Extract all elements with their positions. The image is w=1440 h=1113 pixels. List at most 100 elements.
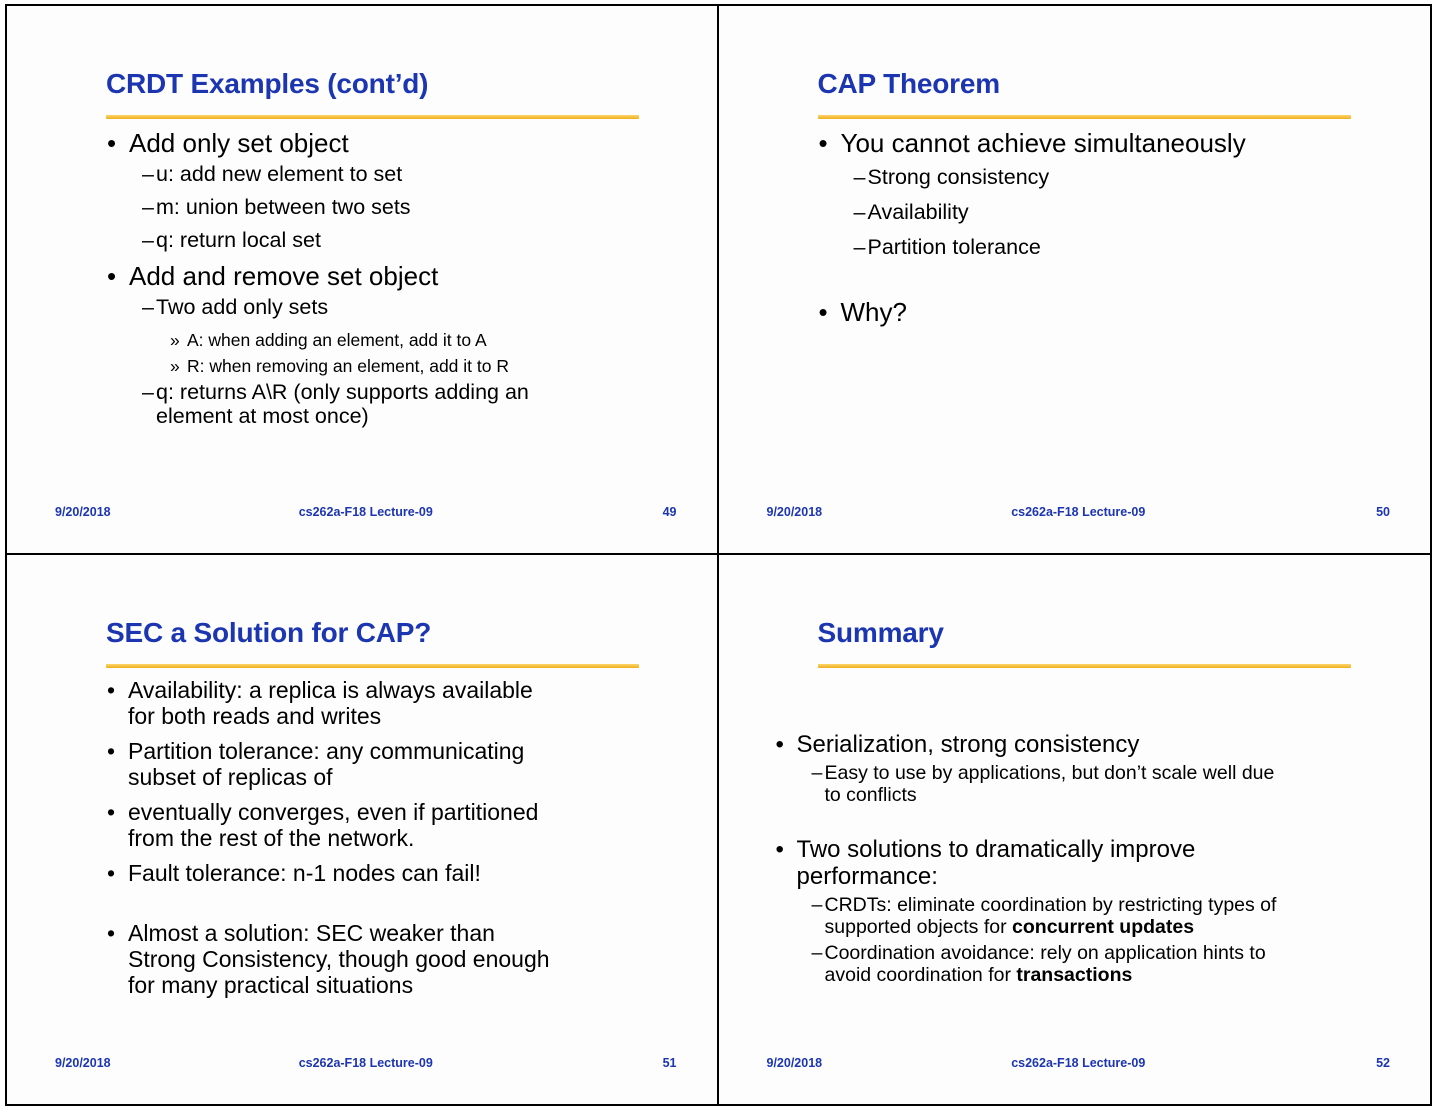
- bullet-text: Add only set object: [129, 128, 349, 158]
- bullet-text-regular: Coordination avoidance: rely on applicat…: [824, 942, 1266, 986]
- bullet-text: Easy to use by applications, but don’t s…: [824, 762, 1275, 806]
- dash-marker: –: [142, 380, 154, 404]
- bullet-marker: •: [107, 128, 117, 158]
- footer-date: 9/20/2018: [766, 1056, 823, 1070]
- bullet-text: Two solutions to dramatically improve pe…: [796, 836, 1196, 890]
- bullet-text: R: when removing an element, add it to R: [187, 356, 509, 376]
- dash-marker: –: [811, 762, 823, 784]
- bullet-text: Two add only sets: [156, 295, 329, 319]
- bullet-text: Availability: a replica is always availa…: [128, 677, 533, 729]
- page-title: Summary: [817, 617, 944, 648]
- bullet-text-regular: CRDTs: eliminate coordination by restric…: [824, 894, 1277, 938]
- bullet-item: • Add and remove set object: [107, 261, 711, 291]
- bullet-item: – Coordination avoidance: rely on applica…: [812, 942, 1425, 986]
- bullet-text: Fault tolerance: n-1 nodes can fail!: [128, 860, 481, 886]
- footer-course: cs262a-F18 Lecture-09: [298, 505, 433, 519]
- page-title: CRDT Examples (cont’d): [106, 68, 429, 99]
- chevron-marker: »: [170, 330, 180, 350]
- bullet-marker: •: [107, 860, 116, 886]
- footer-page-number: 50: [1376, 505, 1390, 519]
- dash-marker: –: [853, 235, 866, 259]
- bullet-text-bold: concurrent updates: [1012, 915, 1195, 938]
- bullet-item: – m: union between two sets: [142, 195, 711, 219]
- slide-footer: 9/20/2018 cs262a-F18 Lecture-09 49: [55, 505, 677, 521]
- bullet-item: • Almost a solution: SEC weaker than Stro…: [107, 920, 711, 998]
- title-underline: [817, 664, 1351, 668]
- bullet-text: CRDTs: eliminate coordination by restric…: [824, 894, 1277, 938]
- bullet-text: Serialization, strong consistency: [796, 731, 1140, 758]
- footer-course: cs262a-F18 Lecture-09: [1011, 505, 1146, 519]
- slide-footer: 9/20/2018 cs262a-F18 Lecture-09 52: [767, 1056, 1391, 1072]
- footer-course: cs262a-F18 Lecture-09: [1011, 1056, 1146, 1070]
- footer-page-number: 51: [662, 1056, 677, 1070]
- bullet-marker: •: [107, 920, 116, 946]
- bullet-item: • You cannot achieve simultaneously: [819, 128, 1425, 158]
- slide-50: CAP Theorem • You cannot achieve simultan…: [718, 6, 1430, 555]
- bullet-text: Add and remove set object: [129, 261, 439, 291]
- footer-date: 9/20/2018: [766, 505, 823, 519]
- bullet-text: u: add new element to set: [156, 162, 403, 186]
- bullet-item: • Why?: [819, 297, 1425, 327]
- bullet-text: Coordination avoidance: rely on applicat…: [824, 942, 1266, 986]
- bullet-item: • Serialization, strong consistency: [776, 731, 1425, 758]
- footer-date: 9/20/2018: [55, 505, 111, 519]
- bullet-text: You cannot achieve simultaneously: [840, 128, 1246, 158]
- bullet-item: – Strong consistency: [854, 165, 1425, 189]
- bullet-item: • Partition tolerance: any communicating …: [107, 738, 711, 790]
- bullet-item: » A: when adding an element, add it to A: [170, 328, 711, 352]
- footer-page-number: 52: [1376, 1056, 1390, 1070]
- bullet-item: • Two solutions to dramatically improve p…: [776, 836, 1425, 890]
- bullet-text-bold: transactions: [1016, 963, 1133, 986]
- bullet-item: – q: return local set: [142, 228, 711, 252]
- bullet-text: Partition tolerance: any communicating s…: [128, 738, 525, 790]
- bullet-marker: •: [107, 261, 117, 291]
- bullet-text: q: returns A\R (only supports adding an …: [156, 380, 529, 428]
- chevron-marker: »: [170, 356, 180, 376]
- slide-body: • Serialization, strong consistency – Easy…: [719, 731, 1425, 991]
- title-underline: [106, 664, 639, 668]
- slide-body: • Add only set object – u: add new element…: [7, 128, 711, 437]
- bullet-marker: •: [818, 128, 828, 158]
- dash-marker: –: [853, 165, 866, 189]
- bullet-item: – Availability: [854, 200, 1425, 224]
- bullet-item: • eventually converges, even if partition…: [107, 799, 711, 851]
- dash-marker: –: [142, 195, 154, 219]
- dash-marker: –: [142, 228, 154, 252]
- slide-grid: CRDT Examples (cont’d) • Add only set obj…: [5, 4, 1432, 1106]
- slide-footer: 9/20/2018 cs262a-F18 Lecture-09 50: [767, 505, 1391, 521]
- bullet-marker: •: [775, 731, 784, 758]
- bullet-item: • Fault tolerance: n-1 nodes can fail!: [107, 860, 711, 886]
- bullet-text: Why?: [840, 297, 907, 327]
- bullet-item: • Add only set object: [107, 128, 711, 158]
- bullet-text: eventually converges, even if partitione…: [128, 799, 539, 851]
- bullet-text: A: when adding an element, add it to A: [187, 330, 487, 350]
- bullet-item: – Two add only sets: [142, 295, 711, 319]
- bullet-marker: •: [107, 677, 116, 703]
- slide-body: • Availability: a replica is always avail…: [7, 677, 711, 1007]
- slide-body: • You cannot achieve simultaneously – Stro…: [719, 128, 1425, 334]
- slide-51: SEC a Solution for CAP? • Availability: a…: [7, 555, 719, 1104]
- bullet-item: – Partition tolerance: [854, 235, 1425, 259]
- bullet-marker: •: [107, 738, 116, 764]
- title-underline: [106, 115, 639, 119]
- bullet-item: – Easy to use by applications, but don’t …: [811, 762, 1425, 806]
- bullet-text: q: return local set: [156, 228, 321, 252]
- slide-footer: 9/20/2018 cs262a-F18 Lecture-09 51: [55, 1056, 677, 1072]
- footer-date: 9/20/2018: [55, 1056, 111, 1070]
- bullet-marker: •: [775, 836, 784, 863]
- bullet-item: – CRDTs: eliminate coordination by restri…: [811, 894, 1425, 938]
- bullet-item: – q: returns A\R (only supports adding an…: [142, 380, 711, 428]
- title-underline: [817, 115, 1351, 119]
- dash-marker: –: [853, 200, 866, 224]
- bullet-marker: •: [818, 297, 828, 327]
- bullet-text: Strong consistency: [867, 165, 1050, 189]
- dash-marker: –: [142, 295, 154, 319]
- bullet-item: – u: add new element to set: [142, 162, 711, 186]
- bullet-text: m: union between two sets: [156, 195, 411, 219]
- footer-course: cs262a-F18 Lecture-09: [298, 1056, 433, 1070]
- footer-page-number: 49: [662, 505, 677, 519]
- bullet-text: Availability: [867, 200, 969, 224]
- dash-marker: –: [811, 894, 823, 916]
- slide-52: Summary • Serialization, strong consisten…: [719, 555, 1431, 1104]
- page-title: SEC a Solution for CAP?: [106, 617, 432, 648]
